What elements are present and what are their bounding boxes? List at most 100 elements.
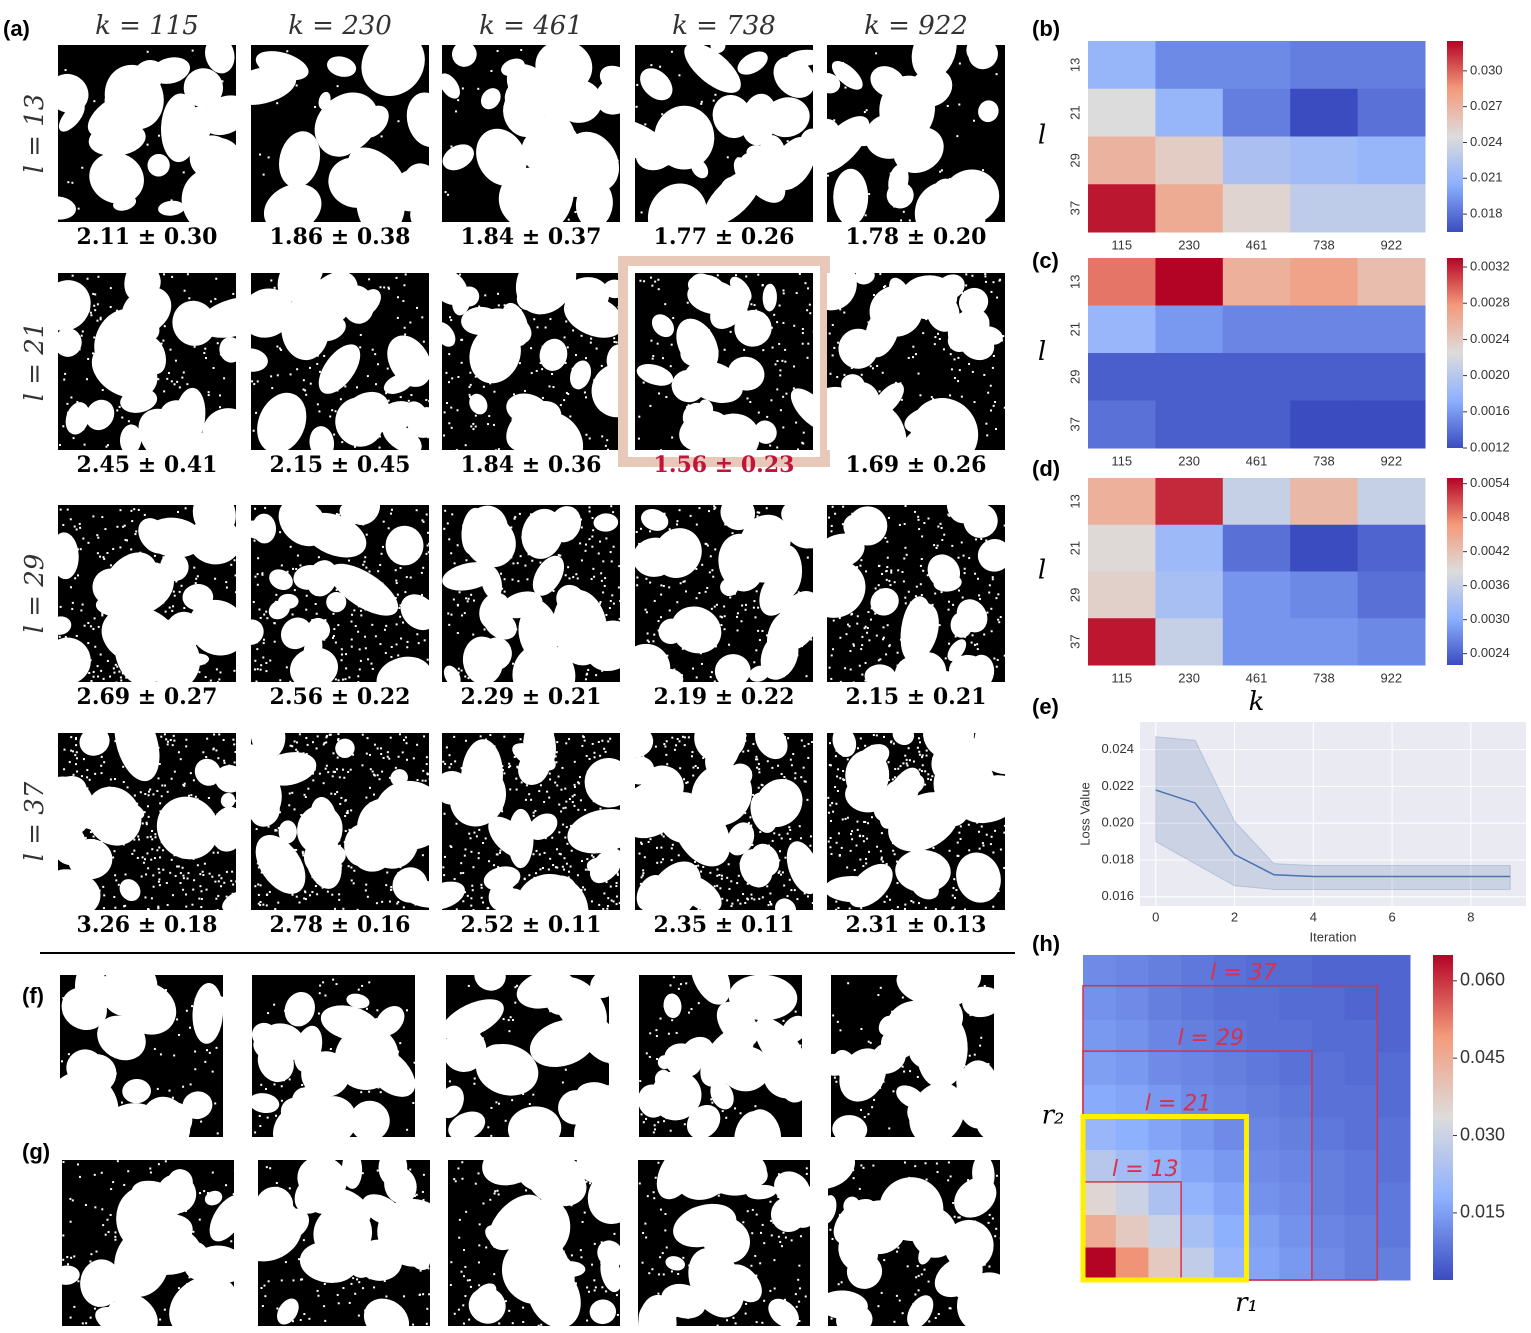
phase-speck — [152, 437, 155, 440]
phase-speck — [80, 905, 83, 908]
phase-speck — [492, 748, 495, 751]
phase-speck — [996, 658, 999, 661]
phase-speck — [978, 830, 981, 833]
phase-speck — [396, 770, 399, 773]
phase-speck — [566, 346, 569, 349]
phase-speck — [741, 542, 744, 545]
phase-speck — [259, 298, 262, 301]
phase-speck — [761, 629, 764, 632]
phase-speck — [82, 537, 85, 540]
phase-speck — [871, 744, 874, 747]
phase-speck — [303, 828, 306, 831]
phase-speck — [684, 162, 687, 165]
phase-speck — [393, 75, 396, 78]
phase-speck — [782, 675, 785, 678]
phase-speck — [271, 387, 274, 390]
phase-speck — [273, 771, 276, 774]
phase-speck — [1003, 524, 1005, 527]
phase-blob — [691, 159, 709, 179]
phase-speck — [100, 840, 103, 843]
phase-speck — [461, 614, 464, 617]
phase-speck — [676, 601, 679, 604]
phase-speck — [95, 345, 98, 348]
phase-speck — [316, 735, 319, 738]
phase-speck — [156, 566, 159, 569]
phase-speck — [660, 449, 663, 450]
phase-speck — [790, 764, 793, 767]
phase-speck — [991, 578, 994, 581]
phase-speck — [173, 546, 176, 549]
phase-speck — [811, 519, 813, 522]
phase-blob — [635, 537, 677, 577]
phase-speck — [713, 885, 716, 888]
phase-speck — [642, 373, 645, 376]
phase-speck — [649, 276, 652, 279]
phase-speck — [232, 738, 235, 741]
phase-blob — [326, 592, 347, 613]
phase-speck — [176, 865, 179, 868]
phase-speck — [277, 901, 280, 904]
phase-speck — [70, 903, 73, 906]
phase-speck — [924, 770, 927, 773]
phase-speck — [997, 890, 1000, 893]
phase-speck — [734, 274, 737, 277]
phase-speck — [549, 609, 552, 612]
phase-speck — [532, 814, 535, 817]
phase-speck — [114, 1029, 117, 1032]
phase-speck — [519, 857, 522, 860]
phase-speck — [543, 401, 546, 404]
phase-speck — [862, 383, 865, 386]
phase-speck — [481, 768, 484, 771]
phase-blob — [147, 153, 170, 177]
phase-speck — [403, 78, 406, 81]
phase-speck — [941, 678, 944, 681]
phase-speck — [164, 657, 167, 660]
phase-speck — [879, 850, 882, 853]
phase-speck — [162, 518, 165, 521]
phase-speck — [968, 557, 971, 560]
phase-speck — [906, 764, 909, 767]
phase-speck — [356, 908, 359, 910]
phase-speck — [555, 544, 558, 547]
phase-speck — [153, 583, 156, 586]
phase-speck — [315, 593, 318, 596]
phase-speck — [638, 658, 641, 661]
phase-speck — [685, 781, 688, 784]
phase-speck — [652, 354, 655, 357]
phase-blob — [870, 588, 899, 616]
phase-speck — [252, 305, 255, 308]
phase-speck — [381, 582, 384, 585]
phase-speck — [352, 566, 355, 569]
phase-speck — [970, 874, 973, 877]
phase-speck — [988, 865, 991, 868]
phase-speck — [208, 872, 211, 875]
phase-speck — [106, 444, 109, 447]
phase-speck — [878, 758, 881, 761]
phase-speck — [185, 651, 188, 654]
phase-speck — [917, 515, 920, 518]
phase-speck — [748, 384, 751, 387]
phase-blob — [831, 61, 863, 90]
phase-speck — [473, 744, 476, 747]
phase-speck — [400, 637, 403, 640]
phase-speck — [447, 381, 450, 384]
phase-speck — [695, 629, 698, 632]
phase-speck — [73, 525, 76, 528]
phase-speck — [745, 275, 748, 278]
phase-speck — [677, 854, 680, 857]
phase-speck — [829, 846, 832, 849]
phase-speck — [517, 606, 520, 609]
phase-speck — [198, 671, 201, 674]
phase-speck — [205, 756, 208, 759]
phase-speck — [683, 778, 686, 781]
phase-speck — [827, 551, 830, 554]
phase-speck — [380, 753, 383, 756]
phase-speck — [411, 368, 414, 371]
phase-speck — [762, 666, 765, 669]
phase-speck — [471, 536, 474, 539]
phase-speck — [137, 671, 140, 674]
phase-speck — [399, 615, 402, 618]
phase-speck — [422, 520, 425, 523]
phase-speck — [284, 879, 287, 882]
phase-speck — [157, 907, 160, 910]
